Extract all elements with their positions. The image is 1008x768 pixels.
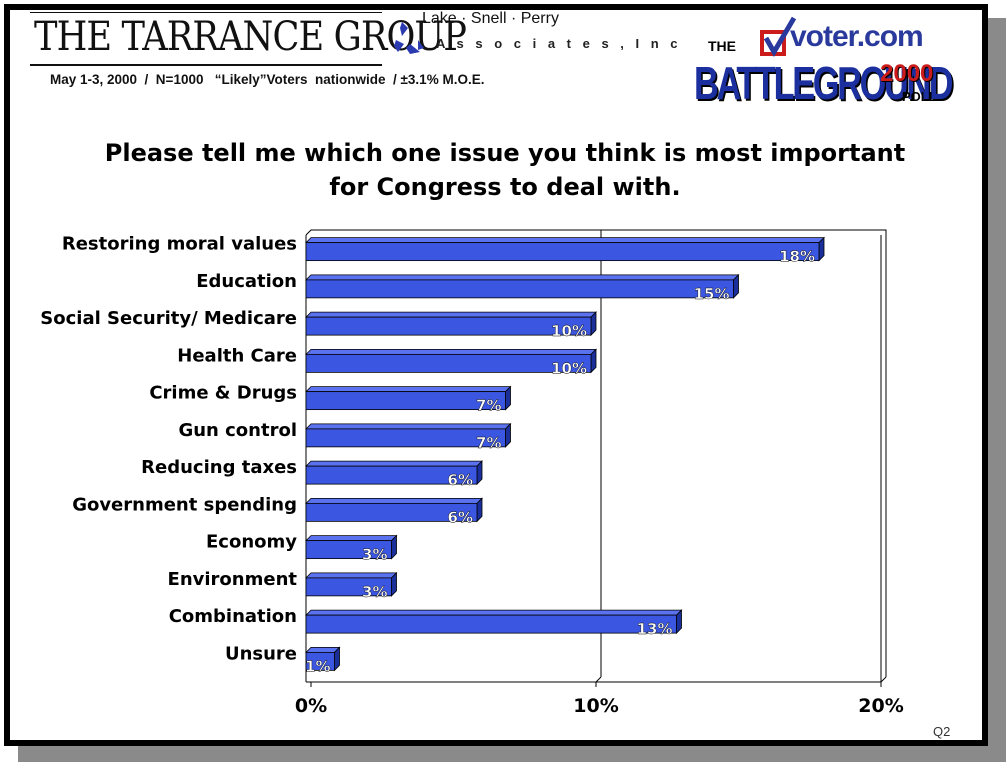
category-label: Health Care bbox=[177, 345, 297, 366]
value-label: 15% bbox=[694, 285, 730, 303]
chart-title: Please tell me which one issue you think… bbox=[60, 136, 950, 204]
logo-rule-top bbox=[30, 12, 382, 13]
chart-title-line-2: for Congress to deal with. bbox=[329, 173, 681, 201]
value-label: 10% bbox=[551, 322, 587, 340]
x-tick-label: 0% bbox=[295, 695, 327, 717]
value-label: 1% bbox=[305, 657, 330, 675]
bar-top bbox=[305, 535, 398, 542]
logo-rule-bottom bbox=[30, 64, 382, 66]
value-label: 10% bbox=[551, 359, 587, 377]
partner-name: Lake · Snell · Perry bbox=[422, 10, 559, 27]
category-label: Restoring moral values bbox=[62, 234, 297, 255]
value-label: 7% bbox=[476, 397, 501, 415]
category-label: Education bbox=[196, 271, 297, 292]
checkbox-logo-icon bbox=[760, 16, 797, 57]
bar bbox=[305, 577, 392, 597]
bar bbox=[305, 391, 506, 411]
category-label: Economy bbox=[206, 532, 297, 553]
bar-top bbox=[305, 646, 341, 653]
bar bbox=[305, 316, 592, 336]
partner-sub: A s s o c i a t e s , I n c bbox=[436, 36, 682, 51]
lake-snell-perry-logo-icon bbox=[394, 22, 424, 54]
category-label: Environment bbox=[168, 569, 298, 590]
bar bbox=[305, 428, 506, 448]
value-label: 6% bbox=[448, 471, 473, 489]
bar-top bbox=[305, 311, 597, 318]
bar bbox=[305, 279, 734, 299]
category-label: Gun control bbox=[178, 420, 297, 441]
value-label: 6% bbox=[448, 508, 473, 526]
bar-top bbox=[305, 572, 398, 579]
sponsor-battleground: BATTLEGROUND bbox=[694, 58, 954, 110]
bar bbox=[305, 502, 478, 522]
tarrance-logo: THE TARRANCE GROUP bbox=[34, 14, 467, 60]
bar bbox=[305, 353, 592, 373]
question-id: Q2 bbox=[933, 724, 951, 739]
value-label: 18% bbox=[779, 248, 815, 266]
sponsor-poll: POLL bbox=[902, 89, 937, 104]
category-label: Crime & Drugs bbox=[149, 383, 297, 404]
bar bbox=[305, 465, 478, 485]
bar-top bbox=[305, 274, 740, 281]
category-label: Unsure bbox=[225, 643, 297, 664]
bar-top bbox=[305, 460, 483, 467]
bar-top bbox=[305, 609, 683, 616]
bar-top bbox=[305, 423, 512, 430]
chart-title-line-1: Please tell me which one issue you think… bbox=[104, 139, 906, 167]
bar bbox=[305, 540, 392, 560]
bar bbox=[305, 242, 820, 262]
x-tick-label: 10% bbox=[573, 695, 618, 717]
bar bbox=[305, 614, 677, 634]
value-label: 3% bbox=[362, 583, 387, 601]
category-label: Reducing taxes bbox=[141, 457, 297, 478]
bar bbox=[305, 651, 335, 671]
bar-top bbox=[305, 348, 597, 355]
value-label: 7% bbox=[476, 434, 501, 452]
bar-top bbox=[305, 237, 825, 244]
gridline-foot bbox=[595, 676, 602, 683]
plot-back-frame bbox=[305, 229, 887, 677]
category-label: Combination bbox=[169, 606, 297, 627]
category-label: Government spending bbox=[72, 494, 297, 515]
category-label: Social Security/ Medicare bbox=[40, 308, 297, 329]
sponsor-site: voter.com bbox=[790, 20, 924, 53]
header: THE TARRANCE GROUP Lake · Snell · Perry … bbox=[0, 0, 1008, 120]
value-label: 13% bbox=[637, 620, 673, 638]
value-label: 3% bbox=[362, 546, 387, 564]
sponsor-year: 2000 bbox=[880, 60, 934, 87]
survey-info: May 1-3, 2000 / N=1000 “Likely”Voters na… bbox=[50, 72, 485, 87]
x-tick-label: 20% bbox=[858, 695, 903, 717]
bar-top bbox=[305, 497, 483, 504]
plot-corner-line bbox=[880, 676, 887, 683]
bar-top bbox=[305, 386, 512, 393]
sponsor-the: THE bbox=[708, 38, 736, 54]
